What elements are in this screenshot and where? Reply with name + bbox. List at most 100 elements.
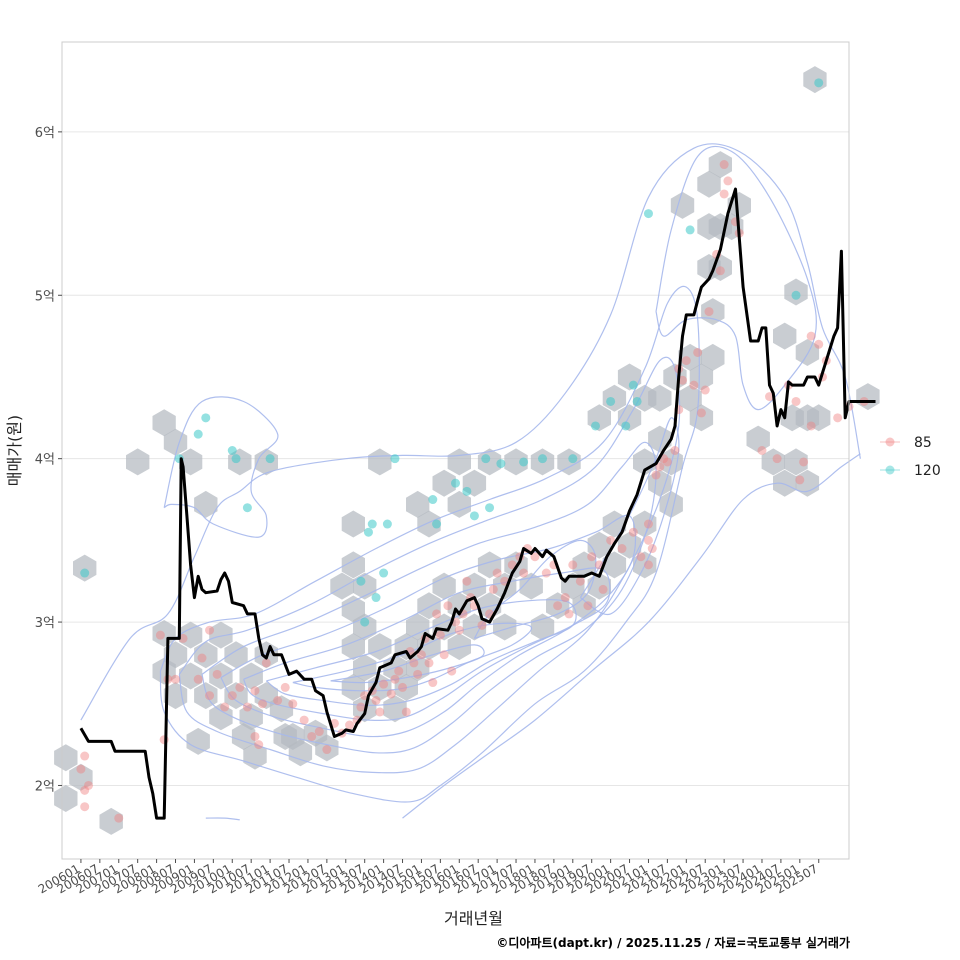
hex-bin	[368, 448, 392, 476]
point-120	[481, 454, 491, 464]
point-85	[155, 630, 165, 640]
hex-bin	[152, 409, 176, 437]
point-85	[462, 576, 472, 586]
y-tick-label: 4억	[35, 453, 55, 468]
point-85	[587, 552, 597, 562]
point-85	[322, 745, 332, 755]
hex-bin	[784, 448, 808, 476]
hex-bin	[209, 621, 233, 649]
hex-bin	[54, 785, 78, 812]
point-85	[560, 593, 570, 603]
point-85	[390, 674, 400, 684]
legend-key-120	[885, 465, 895, 475]
point-85	[379, 679, 389, 689]
density-contour	[265, 599, 577, 707]
point-85	[273, 696, 283, 706]
y-axis-title: 매매가(원)	[5, 415, 24, 486]
point-85	[394, 666, 404, 676]
hex-bin	[678, 343, 702, 371]
point-120	[227, 446, 237, 455]
point-85	[492, 568, 502, 578]
hex-bin	[417, 592, 441, 620]
point-120	[80, 568, 90, 578]
hex-bin	[462, 572, 487, 600]
hex-bin	[126, 448, 150, 476]
hex-bin	[281, 723, 305, 750]
x-axis-title: 거래년월	[444, 909, 503, 928]
point-85	[447, 666, 457, 676]
point-85	[488, 584, 498, 594]
point-120	[469, 511, 479, 521]
hex-bin	[417, 510, 441, 538]
y-tick-label: 2억	[35, 779, 55, 794]
point-85	[178, 633, 188, 643]
hex-bin	[708, 254, 732, 281]
point-85	[288, 699, 298, 709]
point-85	[432, 609, 442, 619]
legend: 85 120	[880, 435, 941, 479]
point-85	[575, 576, 585, 586]
hex-bin	[697, 170, 721, 198]
point-85	[795, 475, 805, 485]
point-85	[723, 176, 733, 186]
point-85	[799, 457, 809, 467]
point-85	[719, 189, 729, 199]
point-85	[171, 674, 181, 684]
point-85	[250, 731, 260, 741]
hex-bin	[239, 703, 263, 731]
hex-bin	[209, 703, 233, 731]
point-120	[538, 454, 548, 464]
point-120	[632, 396, 642, 406]
point-85	[205, 625, 215, 635]
point-120	[496, 459, 506, 469]
point-120	[390, 454, 400, 464]
hex-bin	[368, 633, 392, 661]
point-120	[606, 396, 616, 406]
point-85	[435, 630, 445, 640]
point-85	[220, 702, 230, 712]
point-85	[258, 699, 268, 709]
hex-bin	[341, 595, 365, 623]
hex-bin	[602, 551, 627, 579]
point-85	[76, 764, 86, 774]
y-tick-label: 6억	[35, 126, 55, 141]
point-85	[386, 689, 396, 699]
point-85	[598, 584, 608, 594]
hex-bin	[341, 673, 365, 701]
point-85	[261, 658, 271, 668]
point-85	[636, 552, 646, 562]
point-120	[428, 495, 438, 505]
hex-bin	[432, 572, 456, 600]
hex-bin-layer	[54, 66, 880, 835]
hex-bin	[648, 469, 672, 497]
hex-bin	[504, 448, 528, 476]
hex-bin	[795, 339, 820, 366]
hex-bin	[856, 383, 880, 411]
point-85	[409, 658, 419, 668]
point-85	[227, 691, 237, 701]
point-85	[696, 408, 706, 418]
point-85	[401, 707, 411, 717]
point-120	[432, 519, 442, 529]
point-120	[231, 454, 241, 464]
density-contour	[473, 539, 597, 639]
point-120	[242, 503, 252, 513]
point-120	[568, 454, 578, 464]
y-tick-label: 3억	[35, 616, 55, 631]
point-85	[398, 682, 408, 692]
hex-bin	[447, 633, 471, 661]
point-85	[83, 780, 93, 790]
point-85	[643, 560, 653, 570]
hex-bin	[152, 657, 176, 685]
hex-bin	[179, 448, 203, 476]
density-contour-layer	[80, 143, 861, 821]
hex-bin	[341, 510, 365, 538]
point-85	[80, 802, 90, 812]
median-line-layer	[79, 187, 876, 820]
point-85	[806, 421, 816, 431]
point-85	[242, 702, 252, 712]
hex-bin	[406, 613, 430, 641]
legend-key-85	[885, 437, 895, 447]
hex-bin	[648, 384, 672, 412]
hex-bin	[678, 384, 702, 412]
